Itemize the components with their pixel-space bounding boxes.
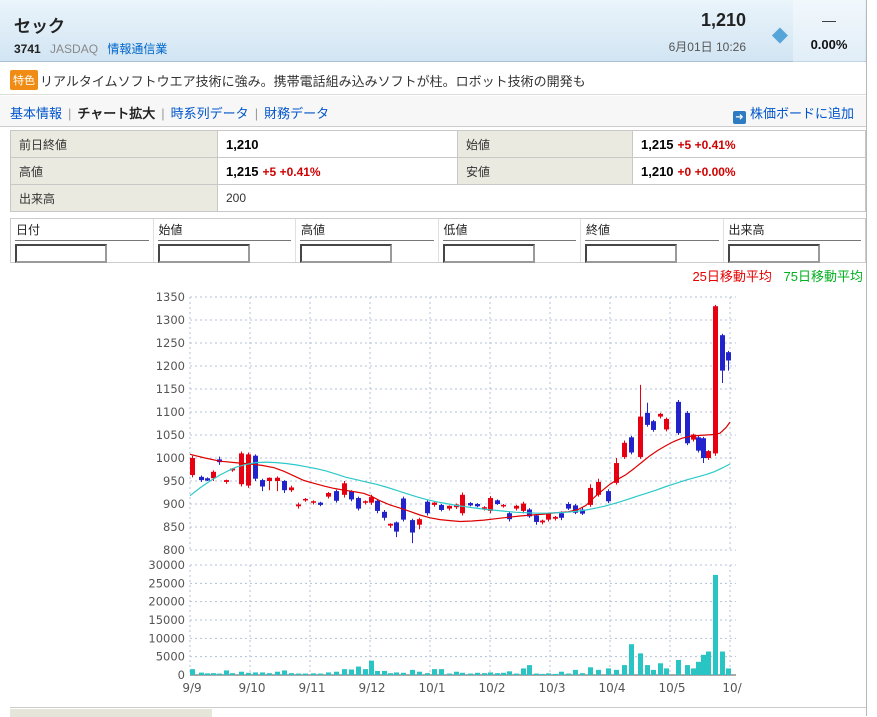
add-to-board-label: 株価ボードに追加 bbox=[749, 106, 854, 121]
svg-text:900: 900 bbox=[163, 497, 185, 511]
svg-text:30000: 30000 bbox=[148, 558, 185, 572]
table-row: 高値 1,215 +5 +0.41% 安値 1,210 +0 +0.00% bbox=[10, 157, 866, 185]
input-col-date: 日付 bbox=[11, 219, 154, 263]
input-col-header: 低値 bbox=[442, 220, 576, 241]
svg-text:9/11: 9/11 bbox=[299, 681, 326, 695]
svg-text:10/1: 10/1 bbox=[419, 681, 446, 695]
stock-code: 3741 bbox=[14, 42, 41, 56]
svg-text:10/4: 10/4 bbox=[599, 681, 626, 695]
table-row: 出来高 200 bbox=[10, 184, 866, 212]
input-col-header: 高値 bbox=[300, 220, 434, 241]
tab-chart-zoom[interactable]: チャート拡大 bbox=[77, 106, 156, 121]
svg-text:9/10: 9/10 bbox=[239, 681, 266, 695]
tab-basic-info[interactable]: 基本情報 bbox=[10, 106, 63, 121]
svg-text:1100: 1100 bbox=[156, 405, 185, 419]
quote-datetime: 6月01日 10:26 bbox=[668, 40, 746, 54]
svg-text:10/: 10/ bbox=[722, 681, 742, 695]
arrow-right-icon: ➜ bbox=[732, 111, 746, 124]
partial-label-cell bbox=[10, 709, 212, 717]
page-right-border bbox=[866, 0, 867, 716]
page-title: セック bbox=[14, 17, 65, 36]
svg-text:0: 0 bbox=[178, 668, 185, 682]
low-label: 安値 bbox=[457, 157, 633, 185]
ohlc-input-strip: 日付 始値 高値 低値 終値 出来高 bbox=[10, 218, 866, 263]
high-label: 高値 bbox=[10, 157, 218, 185]
input-col-header: 終値 bbox=[585, 220, 719, 241]
ma-legend: 25日移動平均 75日移動平均 bbox=[684, 266, 863, 285]
svg-text:9/9: 9/9 bbox=[182, 681, 201, 695]
nav-separator: | bbox=[254, 106, 259, 121]
input-col-close: 終値 bbox=[581, 219, 724, 263]
svg-text:5000: 5000 bbox=[156, 650, 185, 664]
svg-text:10/3: 10/3 bbox=[539, 681, 566, 695]
input-col-high: 高値 bbox=[296, 219, 439, 263]
svg-text:950: 950 bbox=[163, 474, 185, 488]
svg-text:15000: 15000 bbox=[148, 613, 185, 627]
nav-separator: | bbox=[68, 106, 72, 121]
change-percent: 0.00% bbox=[810, 37, 848, 52]
svg-text:1250: 1250 bbox=[156, 336, 185, 350]
volume-input[interactable] bbox=[727, 244, 820, 263]
svg-text:20000: 20000 bbox=[148, 595, 185, 609]
quote-header: セック 3741 JASDAQ 情報通信業 1,210 6月01日 10:26 … bbox=[0, 0, 866, 62]
current-price: 1,210 bbox=[700, 10, 746, 30]
change-value: — bbox=[822, 12, 836, 28]
input-col-header: 出来高 bbox=[727, 220, 861, 241]
code-line: 3741 JASDAQ 情報通信業 bbox=[14, 40, 167, 57]
ma25-legend-label: 25日移動平均 bbox=[692, 269, 772, 284]
input-col-header: 日付 bbox=[15, 220, 149, 241]
prev-close-value: 1,210 bbox=[217, 130, 458, 158]
svg-text:10/5: 10/5 bbox=[659, 681, 686, 695]
svg-text:1050: 1050 bbox=[156, 428, 185, 442]
svg-text:1200: 1200 bbox=[156, 359, 185, 373]
sector-link[interactable]: 情報通信業 bbox=[107, 42, 168, 56]
svg-text:10000: 10000 bbox=[148, 631, 185, 645]
candlestick-chart: 1350 1300 1250 1200 1150 1100 1050 1000 950 900 85… bbox=[0, 285, 866, 702]
change-panel: — 0.00% bbox=[793, 0, 865, 62]
svg-text:1350: 1350 bbox=[156, 290, 185, 304]
svg-text:1300: 1300 bbox=[156, 313, 185, 327]
feature-row: 特色 リアルタイムソフトウエア技術に強み。携帯電話組み込みソフトが柱。ロボット技… bbox=[0, 63, 866, 95]
low-input[interactable] bbox=[442, 244, 535, 263]
input-col-open: 始値 bbox=[154, 219, 296, 263]
svg-text:800: 800 bbox=[163, 543, 185, 557]
ohlc-summary-table: 前日終値 1,210 始値 1,215 +5 +0.41% 高値 1,215 +5 +0.41… bbox=[10, 130, 866, 212]
input-col-low: 低値 bbox=[439, 219, 581, 263]
price-block: 1,210 6月01日 10:26 bbox=[669, 10, 746, 55]
feature-text: リアルタイムソフトウエア技術に強み。携帯電話組み込みソフトが柱。ロボット技術の開… bbox=[40, 74, 586, 89]
tab-time-series[interactable]: 時系列データ bbox=[170, 106, 249, 121]
diamond-icon: ◆ bbox=[771, 23, 788, 46]
svg-text:9/12: 9/12 bbox=[359, 681, 386, 695]
open-input[interactable] bbox=[157, 244, 250, 263]
partial-table-row bbox=[10, 707, 866, 717]
tab-financial[interactable]: 財務データ bbox=[264, 106, 330, 121]
close-input[interactable] bbox=[585, 244, 677, 263]
table-row: 前日終値 1,210 始値 1,215 +5 +0.41% bbox=[10, 130, 866, 158]
nav-separator: | bbox=[161, 106, 165, 121]
ma75-legend-label: 75日移動平均 bbox=[783, 269, 863, 284]
date-input[interactable] bbox=[15, 244, 107, 263]
open-label: 始値 bbox=[457, 130, 633, 158]
chart-svg: 1350 1300 1250 1200 1150 1100 1050 1000 950 900 85… bbox=[148, 290, 742, 695]
volume-label: 出来高 bbox=[10, 184, 218, 212]
volume-value: 200 bbox=[217, 184, 866, 212]
market-label: JASDAQ bbox=[50, 42, 99, 56]
svg-text:10/2: 10/2 bbox=[479, 681, 506, 695]
input-col-volume: 出来高 bbox=[724, 219, 866, 263]
input-col-header: 始値 bbox=[157, 220, 291, 241]
svg-text:1150: 1150 bbox=[156, 382, 185, 396]
svg-text:850: 850 bbox=[163, 520, 185, 534]
open-value: 1,215 +5 +0.41% bbox=[632, 130, 866, 158]
add-to-board-link[interactable]: ➜ 株価ボードに追加 bbox=[732, 103, 854, 124]
high-value: 1,215 +5 +0.41% bbox=[217, 157, 458, 185]
feature-badge: 特色 bbox=[10, 70, 38, 90]
high-input[interactable] bbox=[300, 244, 392, 263]
nav-links: 基本情報 | チャート拡大 | 時系列データ | 財務データ bbox=[10, 103, 329, 122]
svg-text:25000: 25000 bbox=[148, 576, 185, 590]
prev-close-label: 前日終値 bbox=[10, 130, 218, 158]
svg-text:1000: 1000 bbox=[156, 451, 185, 465]
low-value: 1,210 +0 +0.00% bbox=[632, 157, 866, 185]
tab-nav: 基本情報 | チャート拡大 | 時系列データ | 財務データ ➜ 株価ボードに追加 bbox=[0, 96, 866, 127]
